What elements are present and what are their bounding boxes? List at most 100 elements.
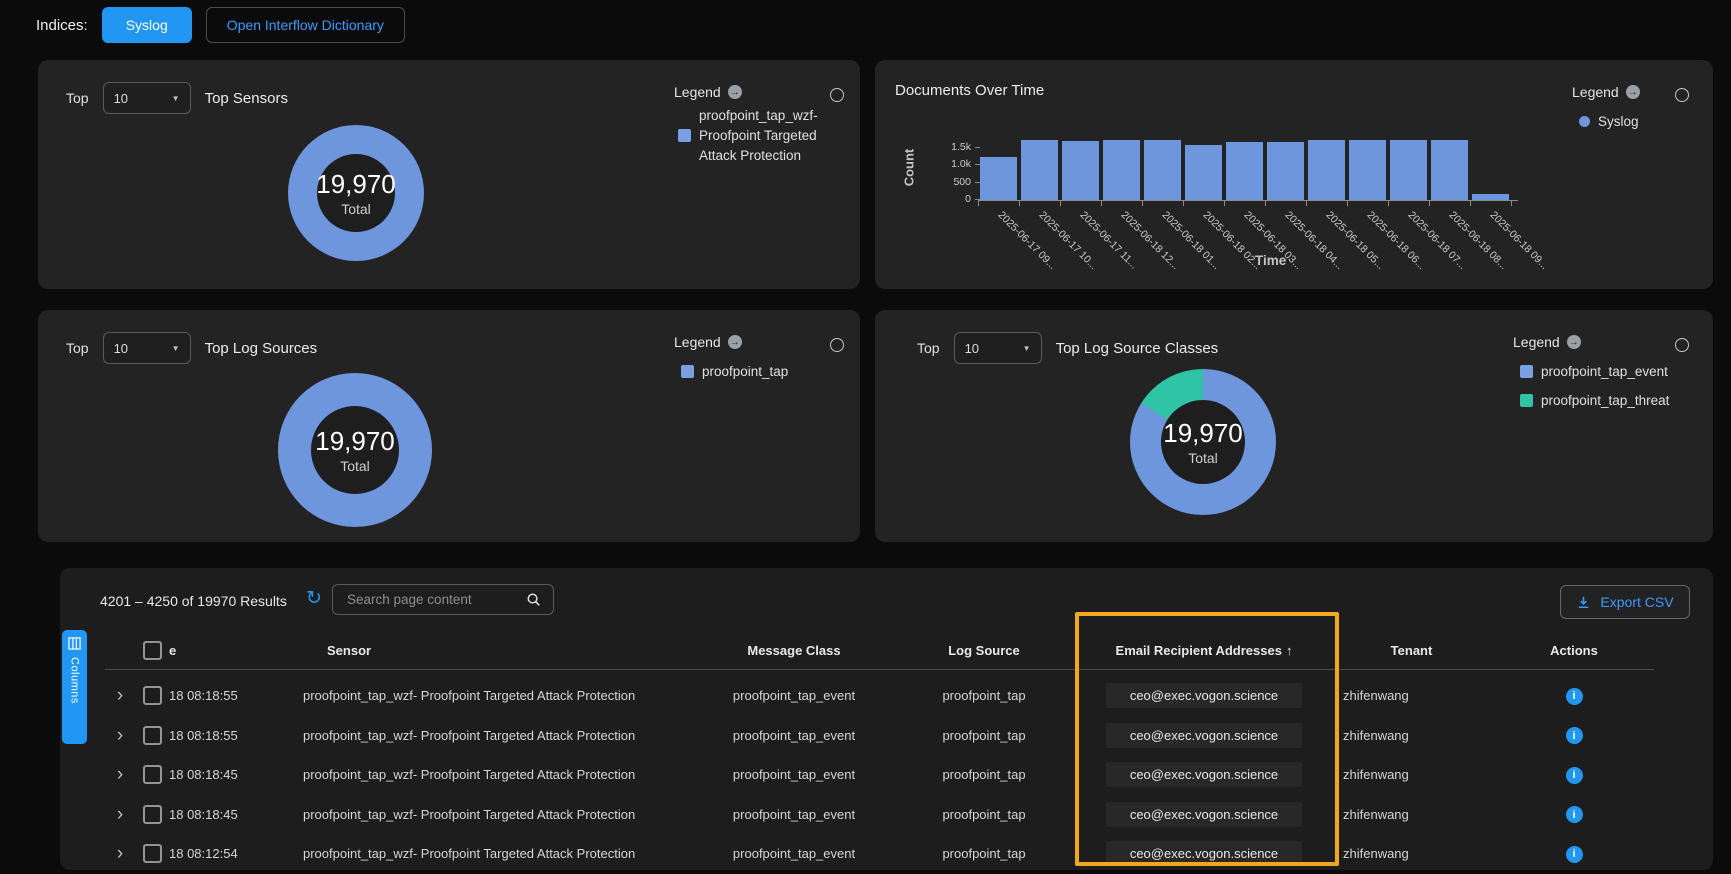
table-row[interactable]: › 18 08:18:45 proofpoint_tap_wzf- Proofp… (105, 795, 1654, 835)
column-header-actions[interactable]: Actions (1550, 642, 1598, 658)
top-n-label: Top (66, 90, 89, 106)
column-header-message-class[interactable]: Message Class (747, 642, 841, 658)
donut-center: 19,970 Total (311, 406, 399, 494)
cell-email-recipient[interactable]: ceo@exec.vogon.science (1106, 722, 1302, 748)
legend-expand-icon[interactable]: → (727, 85, 742, 99)
bar[interactable] (1226, 142, 1263, 200)
bar[interactable] (1267, 142, 1304, 200)
info-icon[interactable]: i (1565, 727, 1583, 744)
refresh-icon[interactable]: ↻ (306, 588, 322, 609)
bar[interactable] (1431, 140, 1468, 200)
search-icon[interactable] (526, 592, 541, 607)
x-axis-ticks (978, 201, 1522, 206)
legend-expand-icon[interactable]: → (1566, 335, 1581, 349)
top-log-sources-panel: Top 10 ▼ Top Log Sources Legend → proofp… (38, 310, 860, 542)
top-n-select[interactable]: 10 ▼ (102, 332, 191, 364)
info-icon[interactable]: i (1565, 687, 1583, 705)
panel-title: Top Log Source Classes (1055, 339, 1219, 357)
expand-chevron-icon[interactable]: › (116, 843, 124, 865)
legend-swatch (681, 365, 694, 378)
bar[interactable] (1144, 140, 1181, 200)
expand-chevron-icon[interactable]: › (116, 764, 124, 786)
cell-tenant: zhifenwang (1343, 688, 1409, 704)
cell-message-class: proofpoint_tap_event (732, 806, 856, 822)
panel-option-circle[interactable] (830, 338, 844, 352)
table-row[interactable]: › 18 08:18:55 proofpoint_tap_wzf- Proofp… (105, 676, 1654, 716)
column-header-log-source[interactable]: Log Source (948, 642, 1020, 658)
cell-tenant: zhifenwang (1343, 806, 1409, 822)
info-icon[interactable]: i (1565, 766, 1583, 784)
legend-item-line: proofpoint_tap_wzf- (699, 108, 818, 123)
cell-email-recipient[interactable]: ceo@exec.vogon.science (1106, 762, 1302, 788)
legend-item-line: Attack Protection (699, 148, 802, 163)
column-header-sensor[interactable]: Sensor (327, 642, 372, 658)
cell-email-recipient[interactable]: ceo@exec.vogon.science (1106, 801, 1302, 827)
legend: Legend → proofpoint_tap_wzf- Proofpoint … (674, 84, 818, 166)
row-checkbox[interactable] (142, 725, 162, 745)
legend-title: Legend (1513, 334, 1560, 350)
bar[interactable] (1472, 194, 1509, 200)
table-row[interactable]: › 18 08:18:45 proofpoint_tap_wzf- Proofp… (105, 755, 1654, 795)
table-row[interactable]: › 18 08:12:54 proofpoint_tap_wzf- Proofp… (105, 834, 1654, 874)
row-checkbox[interactable] (142, 765, 162, 785)
panel-title: Documents Over Time (895, 82, 1045, 99)
column-header-tenant[interactable]: Tenant (1390, 642, 1433, 658)
expand-chevron-icon[interactable]: › (116, 685, 124, 707)
legend-item[interactable]: Syslog (1572, 114, 1640, 129)
column-header-date[interactable]: e (169, 642, 177, 658)
legend-item-label: proofpoint_tap_threat (1541, 393, 1670, 408)
bar[interactable] (1062, 141, 1099, 200)
search-input[interactable] (345, 591, 518, 608)
select-all-checkbox[interactable] (142, 640, 162, 660)
bar[interactable] (1103, 140, 1140, 200)
top-n-select[interactable]: 10 ▼ (102, 82, 191, 114)
legend: Legend → proofpoint_tap (674, 334, 788, 379)
legend-item[interactable]: proofpoint_tap (674, 364, 788, 379)
row-checkbox[interactable] (142, 686, 162, 706)
top-sensors-donut-chart[interactable]: 19,970 Total (288, 125, 424, 261)
table-row[interactable]: › 18 08:18:55 proofpoint_tap_wzf- Proofp… (105, 716, 1654, 756)
export-csv-button[interactable]: Export CSV (1560, 585, 1690, 619)
legend-dot (1579, 116, 1590, 127)
indices-toolbar: Indices: Syslog Open Interflow Dictionar… (36, 0, 405, 50)
bar[interactable] (1349, 140, 1386, 200)
y-axis-tick: 500 (931, 176, 980, 188)
legend-item[interactable]: proofpoint_tap_wzf- Proofpoint Targeted … (674, 106, 818, 166)
info-icon[interactable]: i (1565, 806, 1583, 823)
top-n-select[interactable]: 10 ▼ (953, 332, 1042, 364)
column-header-email[interactable]: Email Recipient Addresses ↑ (1079, 643, 1329, 658)
y-axis-tick: 1.0k (931, 158, 980, 170)
top-n-value: 10 (964, 340, 980, 356)
legend-item[interactable]: proofpoint_tap_threat (1513, 393, 1669, 408)
legend-item-label: Syslog (1598, 114, 1639, 129)
results-table-card: 4201 – 4250 of 19970 Results ↻ Export CS… (60, 568, 1713, 870)
open-interflow-dictionary-button[interactable]: Open Interflow Dictionary (205, 7, 405, 43)
panel-option-circle[interactable] (1675, 88, 1689, 102)
bar[interactable] (1390, 140, 1427, 200)
info-icon[interactable]: i (1565, 845, 1583, 863)
panel-option-circle[interactable] (830, 88, 844, 102)
columns-button[interactable]: Columns (62, 630, 87, 744)
top-log-sources-donut-chart[interactable]: 19,970 Total (278, 373, 432, 527)
expand-chevron-icon[interactable]: › (116, 803, 124, 825)
chevron-down-icon: ▼ (171, 343, 180, 353)
bar[interactable] (1185, 145, 1222, 200)
cell-sensor: proofpoint_tap_wzf- Proofpoint Targeted … (303, 806, 636, 822)
panel-option-circle[interactable] (1675, 338, 1689, 352)
panel-header: Top 10 ▼ Top Sensors (66, 82, 288, 114)
cell-tenant: zhifenwang (1343, 846, 1409, 862)
bar[interactable] (1021, 140, 1058, 200)
bar[interactable] (980, 157, 1017, 200)
row-checkbox[interactable] (142, 844, 162, 864)
bar[interactable] (1308, 140, 1345, 200)
legend-expand-icon[interactable]: → (727, 335, 742, 349)
cell-email-recipient[interactable]: ceo@exec.vogon.science (1106, 841, 1302, 867)
results-table: e Sensor Message Class Log Source Email … (105, 635, 1654, 874)
cell-email-recipient[interactable]: ceo@exec.vogon.science (1106, 683, 1302, 709)
legend-item[interactable]: proofpoint_tap_event (1513, 364, 1669, 379)
legend-expand-icon[interactable]: → (1625, 85, 1640, 99)
top-log-source-classes-donut-chart[interactable]: 19,970 Total (1130, 369, 1276, 515)
row-checkbox[interactable] (142, 804, 162, 824)
expand-chevron-icon[interactable]: › (116, 724, 124, 746)
syslog-index-button[interactable]: Syslog (101, 7, 192, 43)
